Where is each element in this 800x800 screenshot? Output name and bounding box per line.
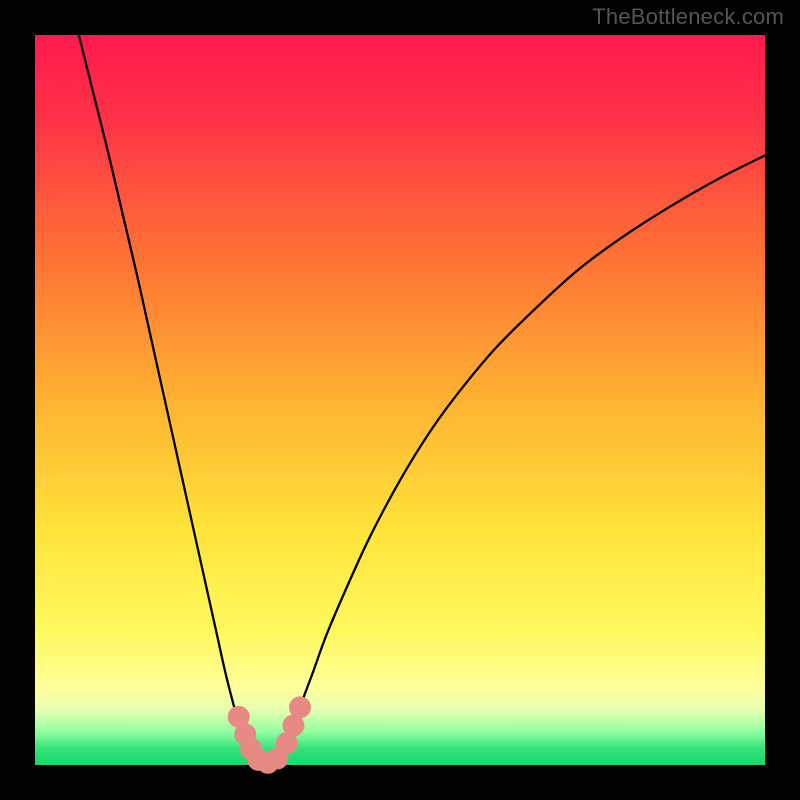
bottleneck-curve-chart: [0, 0, 800, 800]
chart-container: TheBottleneck.com: [0, 0, 800, 800]
plot-background: [35, 35, 765, 765]
curve-marker: [289, 696, 311, 718]
attribution-label: TheBottleneck.com: [592, 4, 784, 30]
